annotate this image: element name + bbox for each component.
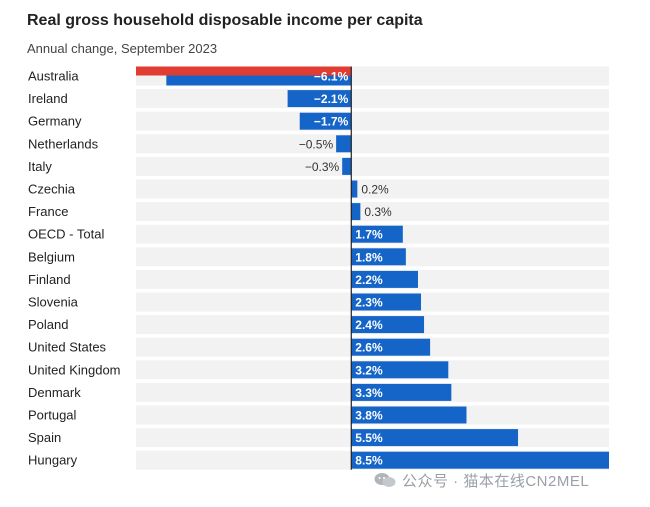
value-label: 1.7% <box>355 228 383 242</box>
category-label: Netherlands <box>28 136 99 151</box>
bar-slovenia <box>351 293 422 311</box>
value-label: 2.2% <box>355 273 383 287</box>
bar-germany <box>299 112 352 130</box>
bar-united-states <box>351 338 431 356</box>
category-label: Spain <box>28 430 61 445</box>
bar-track <box>136 89 609 109</box>
value-label: 0.3% <box>364 205 392 219</box>
bar-finland <box>351 270 418 288</box>
value-label: 2.6% <box>355 341 383 355</box>
value-label: −1.7% <box>314 115 349 129</box>
value-label: 3.8% <box>355 409 383 423</box>
category-label: Australia <box>28 69 79 84</box>
category-label: United States <box>28 340 107 355</box>
category-label: Portugal <box>28 408 77 423</box>
bar-track <box>136 134 609 154</box>
bar-portugal <box>351 406 467 424</box>
watermark-text: 公众号 · 猫本在线CN2MEL <box>402 473 590 490</box>
category-label: Ireland <box>28 91 68 106</box>
bar-denmark <box>351 383 452 401</box>
value-label: −0.5% <box>299 137 334 151</box>
bar-ireland <box>287 90 352 108</box>
category-label: Finland <box>28 272 71 287</box>
bar-italy <box>342 157 352 175</box>
category-label: Germany <box>28 114 82 129</box>
bar-oecd-total <box>351 225 403 243</box>
category-label: Belgium <box>28 249 75 264</box>
value-label: 0.2% <box>361 183 389 197</box>
bar-track <box>136 111 609 131</box>
value-label: 3.3% <box>355 386 383 400</box>
category-label: Slovenia <box>28 295 79 310</box>
bar-france <box>351 203 361 221</box>
bar-track <box>136 156 609 176</box>
watermark: 公众号 · 猫本在线CN2MEL <box>374 470 589 491</box>
bar-belgium <box>351 248 406 266</box>
value-label: 2.4% <box>355 318 383 332</box>
wechat-icon <box>374 473 396 487</box>
bar-czechia <box>351 180 358 198</box>
value-label: 8.5% <box>355 454 383 468</box>
bar-track <box>136 179 609 199</box>
category-label: France <box>28 204 68 219</box>
value-label: 3.2% <box>355 363 383 377</box>
highlight-bar <box>136 66 352 76</box>
category-label: Italy <box>28 159 52 174</box>
category-label: Denmark <box>28 385 81 400</box>
bar-hungary <box>351 451 609 469</box>
category-label: Czechia <box>28 182 76 197</box>
value-label: 1.8% <box>355 250 383 264</box>
value-label: 2.3% <box>355 296 383 310</box>
bar-track <box>136 202 609 222</box>
bar-poland <box>351 316 425 334</box>
bar-spain <box>351 429 519 447</box>
category-label: OECD - Total <box>28 227 104 242</box>
chart-subtitle: Annual change, September 2023 <box>27 41 218 56</box>
category-label: Hungary <box>28 453 78 468</box>
value-label: −2.1% <box>314 92 349 106</box>
bar-united-kingdom <box>351 361 449 379</box>
bar-netherlands <box>336 135 352 153</box>
category-label: Poland <box>28 317 68 332</box>
bar-australia <box>166 75 352 86</box>
category-label: United Kingdom <box>28 362 121 377</box>
value-label: −0.3% <box>305 160 340 174</box>
chart-title: Real gross household disposable income p… <box>27 12 423 29</box>
value-label: −6.1% <box>314 70 349 84</box>
value-label: 5.5% <box>355 431 383 445</box>
